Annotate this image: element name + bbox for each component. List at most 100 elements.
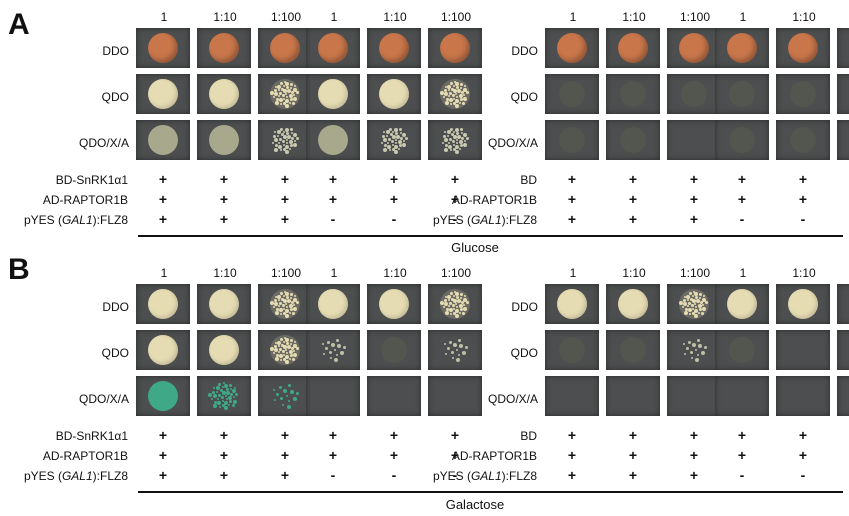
medium-row-label: DDO [102, 300, 129, 314]
yeast-colony [279, 386, 283, 390]
yeast-colony [453, 88, 458, 93]
genotype-label-part: pYES ( [23, 213, 62, 227]
yeast-colony [334, 349, 337, 351]
plus-sign: + [450, 447, 460, 463]
yeast-colony [335, 353, 338, 356]
genotype-label-part: ):FLZ8 [501, 213, 537, 227]
yeast-colony [702, 304, 705, 307]
yeast-colony [452, 130, 455, 133]
plate-spot-tile [667, 120, 721, 160]
yeast-colony [683, 352, 686, 355]
plus-sign: + [737, 171, 747, 187]
yeast-colony [390, 140, 394, 144]
yeast-colony [452, 308, 455, 311]
yeast-colony [461, 136, 465, 140]
yeast-colony [282, 144, 285, 147]
yeast-colony [285, 93, 288, 95]
yeast-colony [456, 306, 459, 309]
yeast-colony [285, 338, 290, 343]
yeast-colony [455, 98, 460, 103]
yeast-colony [290, 90, 294, 94]
dilution-label: 1:10 [792, 10, 816, 24]
yeast-colony [148, 79, 178, 109]
plus-sign: + [737, 427, 747, 443]
yeast-colony [462, 101, 465, 105]
yeast-colony [698, 311, 701, 314]
yeast-colony [274, 147, 279, 152]
yeast-colony [446, 130, 451, 135]
yeast-colony [452, 144, 455, 147]
yeast-colony [459, 307, 463, 311]
yeast-colony [694, 308, 699, 313]
yeast-colony [458, 94, 463, 99]
yeast-colony [402, 143, 407, 148]
yeast-colony [148, 381, 178, 411]
plate-spot-tile [428, 28, 482, 68]
plate-spot-tile [197, 376, 251, 416]
genotype-label: AD-RAPTOR1B [451, 449, 537, 463]
genotype-label-gene: GAL1 [61, 213, 93, 227]
plate-spot-tile [258, 376, 312, 416]
yeast-colony [273, 345, 277, 349]
yeast-colony [286, 96, 289, 99]
yeast-colony [211, 398, 214, 401]
minus-sign: - [739, 467, 745, 483]
plate-spot-tile [197, 74, 251, 114]
plate-spot-tile [776, 74, 830, 114]
plate-spot-tile [776, 120, 830, 160]
yeast-colony [285, 127, 290, 132]
yeast-colony [292, 297, 297, 302]
yeast-colony [292, 101, 295, 105]
yeast-colony [445, 98, 449, 102]
yeast-colony [278, 137, 282, 141]
yeast-colony [222, 404, 226, 408]
yeast-colony [275, 354, 279, 358]
yeast-colony [148, 33, 178, 63]
plus-sign: + [737, 447, 747, 463]
yeast-colony [270, 346, 275, 351]
yeast-colony [455, 308, 460, 313]
yeast-colony [293, 94, 296, 97]
plus-sign: + [450, 171, 460, 187]
dilution-label: 1:10 [383, 266, 407, 280]
yeast-colony [273, 351, 276, 354]
yeast-colony [454, 290, 456, 293]
yeast-colony [391, 130, 394, 133]
yeast-colony [440, 300, 445, 305]
yeast-colony [689, 351, 693, 355]
yeast-colony [276, 393, 280, 397]
plate-spot-tile [197, 330, 251, 370]
yeast-colony [382, 138, 387, 143]
yeast-colony [229, 400, 233, 404]
yeast-colony [686, 299, 689, 302]
yeast-colony [275, 98, 279, 102]
medium-label-glucose: Glucose [451, 240, 499, 255]
yeast-colony [457, 135, 462, 140]
plate-spot-tile [136, 376, 190, 416]
yeast-colony [688, 301, 692, 305]
plate-spot-tile [715, 120, 769, 160]
yeast-colony [216, 397, 219, 400]
yeast-colony [394, 145, 399, 149]
plus-sign: + [219, 211, 229, 227]
plus-sign: + [567, 467, 577, 483]
yeast-colony [462, 311, 465, 315]
plate-spot-tile [776, 330, 830, 370]
plus-sign: + [689, 211, 699, 227]
yeast-colony [700, 351, 705, 356]
yeast-colony [273, 299, 277, 303]
plus-sign: + [567, 427, 577, 443]
yeast-colony [274, 85, 277, 88]
yeast-colony [292, 311, 295, 315]
yeast-colony [688, 312, 691, 315]
yeast-colony [457, 353, 460, 356]
yeast-colony [285, 82, 290, 87]
yeast-colony [691, 308, 694, 311]
minus-sign: - [391, 467, 397, 483]
yeast-colony [729, 127, 755, 153]
yeast-colony [462, 97, 467, 102]
yeast-colony [280, 133, 284, 137]
yeast-colony [394, 139, 397, 141]
plus-sign: + [280, 171, 290, 187]
yeast-colony [457, 89, 462, 94]
